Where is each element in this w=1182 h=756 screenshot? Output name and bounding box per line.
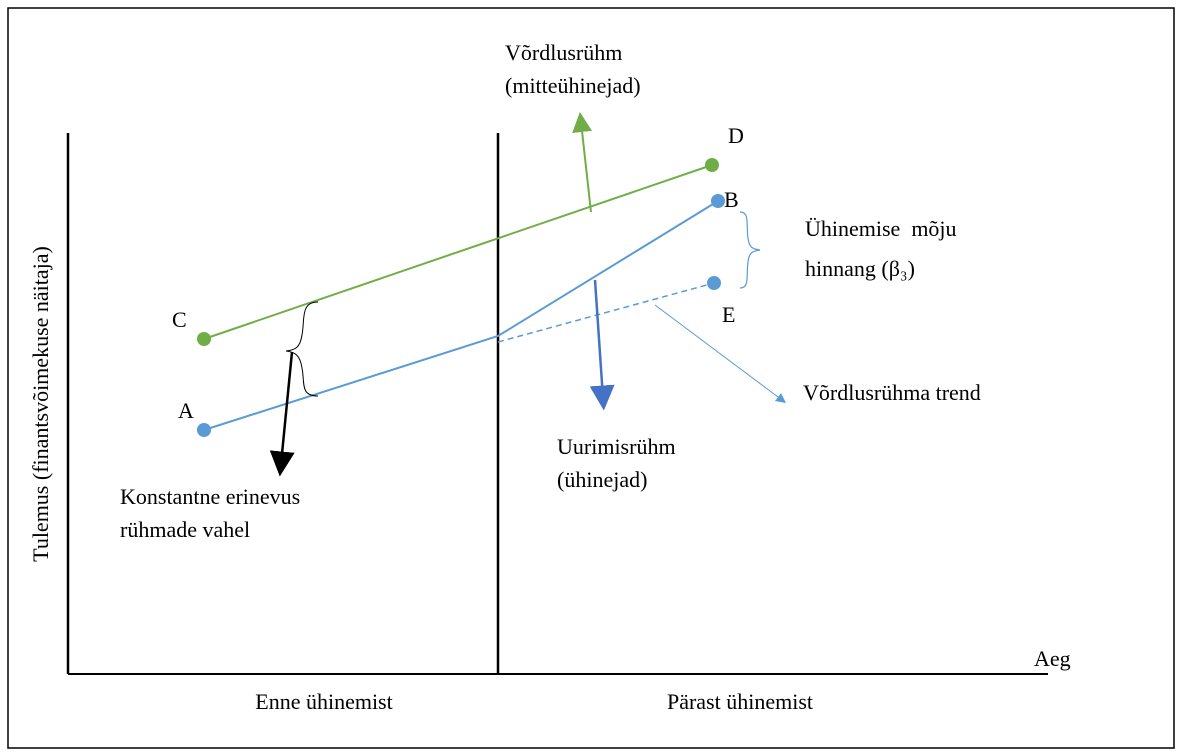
- label: Võrdlusrühm: [505, 40, 622, 65]
- label: hinnang (β₃): [805, 256, 915, 281]
- label: (ühinejad): [557, 467, 647, 492]
- label: Võrdlusrühma trend: [803, 380, 981, 405]
- label: Konstantne erinevus: [120, 484, 300, 509]
- point-e: [707, 276, 721, 290]
- label: Ühinemise mõju: [805, 216, 957, 241]
- label: E: [722, 302, 735, 327]
- brace: [739, 211, 761, 289]
- label: Enne ühinemist: [255, 689, 392, 714]
- label: rühmade vahel: [120, 517, 250, 542]
- label: A: [178, 398, 194, 423]
- arrow: [269, 351, 295, 477]
- label: Pärast ühinemist: [667, 689, 813, 714]
- brace: [285, 301, 319, 397]
- point-a: [197, 423, 211, 437]
- arrow: [572, 112, 593, 213]
- arrow: [654, 304, 787, 403]
- arrow: [589, 279, 615, 411]
- label: B: [724, 187, 739, 212]
- counterfactual: [497, 282, 715, 343]
- frame: [7, 7, 1175, 749]
- label: D: [728, 123, 744, 148]
- label: Uurimisrühm: [557, 434, 676, 459]
- point-c: [197, 332, 211, 346]
- treatment-line-path: [203, 200, 719, 431]
- y-axis-label: Tulemus (finantsvõimekuse näitaja): [28, 246, 53, 562]
- label: C: [172, 307, 187, 332]
- x-axis-label: Aeg: [1034, 646, 1071, 671]
- point-d: [705, 158, 719, 172]
- point-b: [711, 194, 725, 208]
- comparison-line: [203, 164, 713, 340]
- label: (mitteühinejad): [505, 73, 641, 98]
